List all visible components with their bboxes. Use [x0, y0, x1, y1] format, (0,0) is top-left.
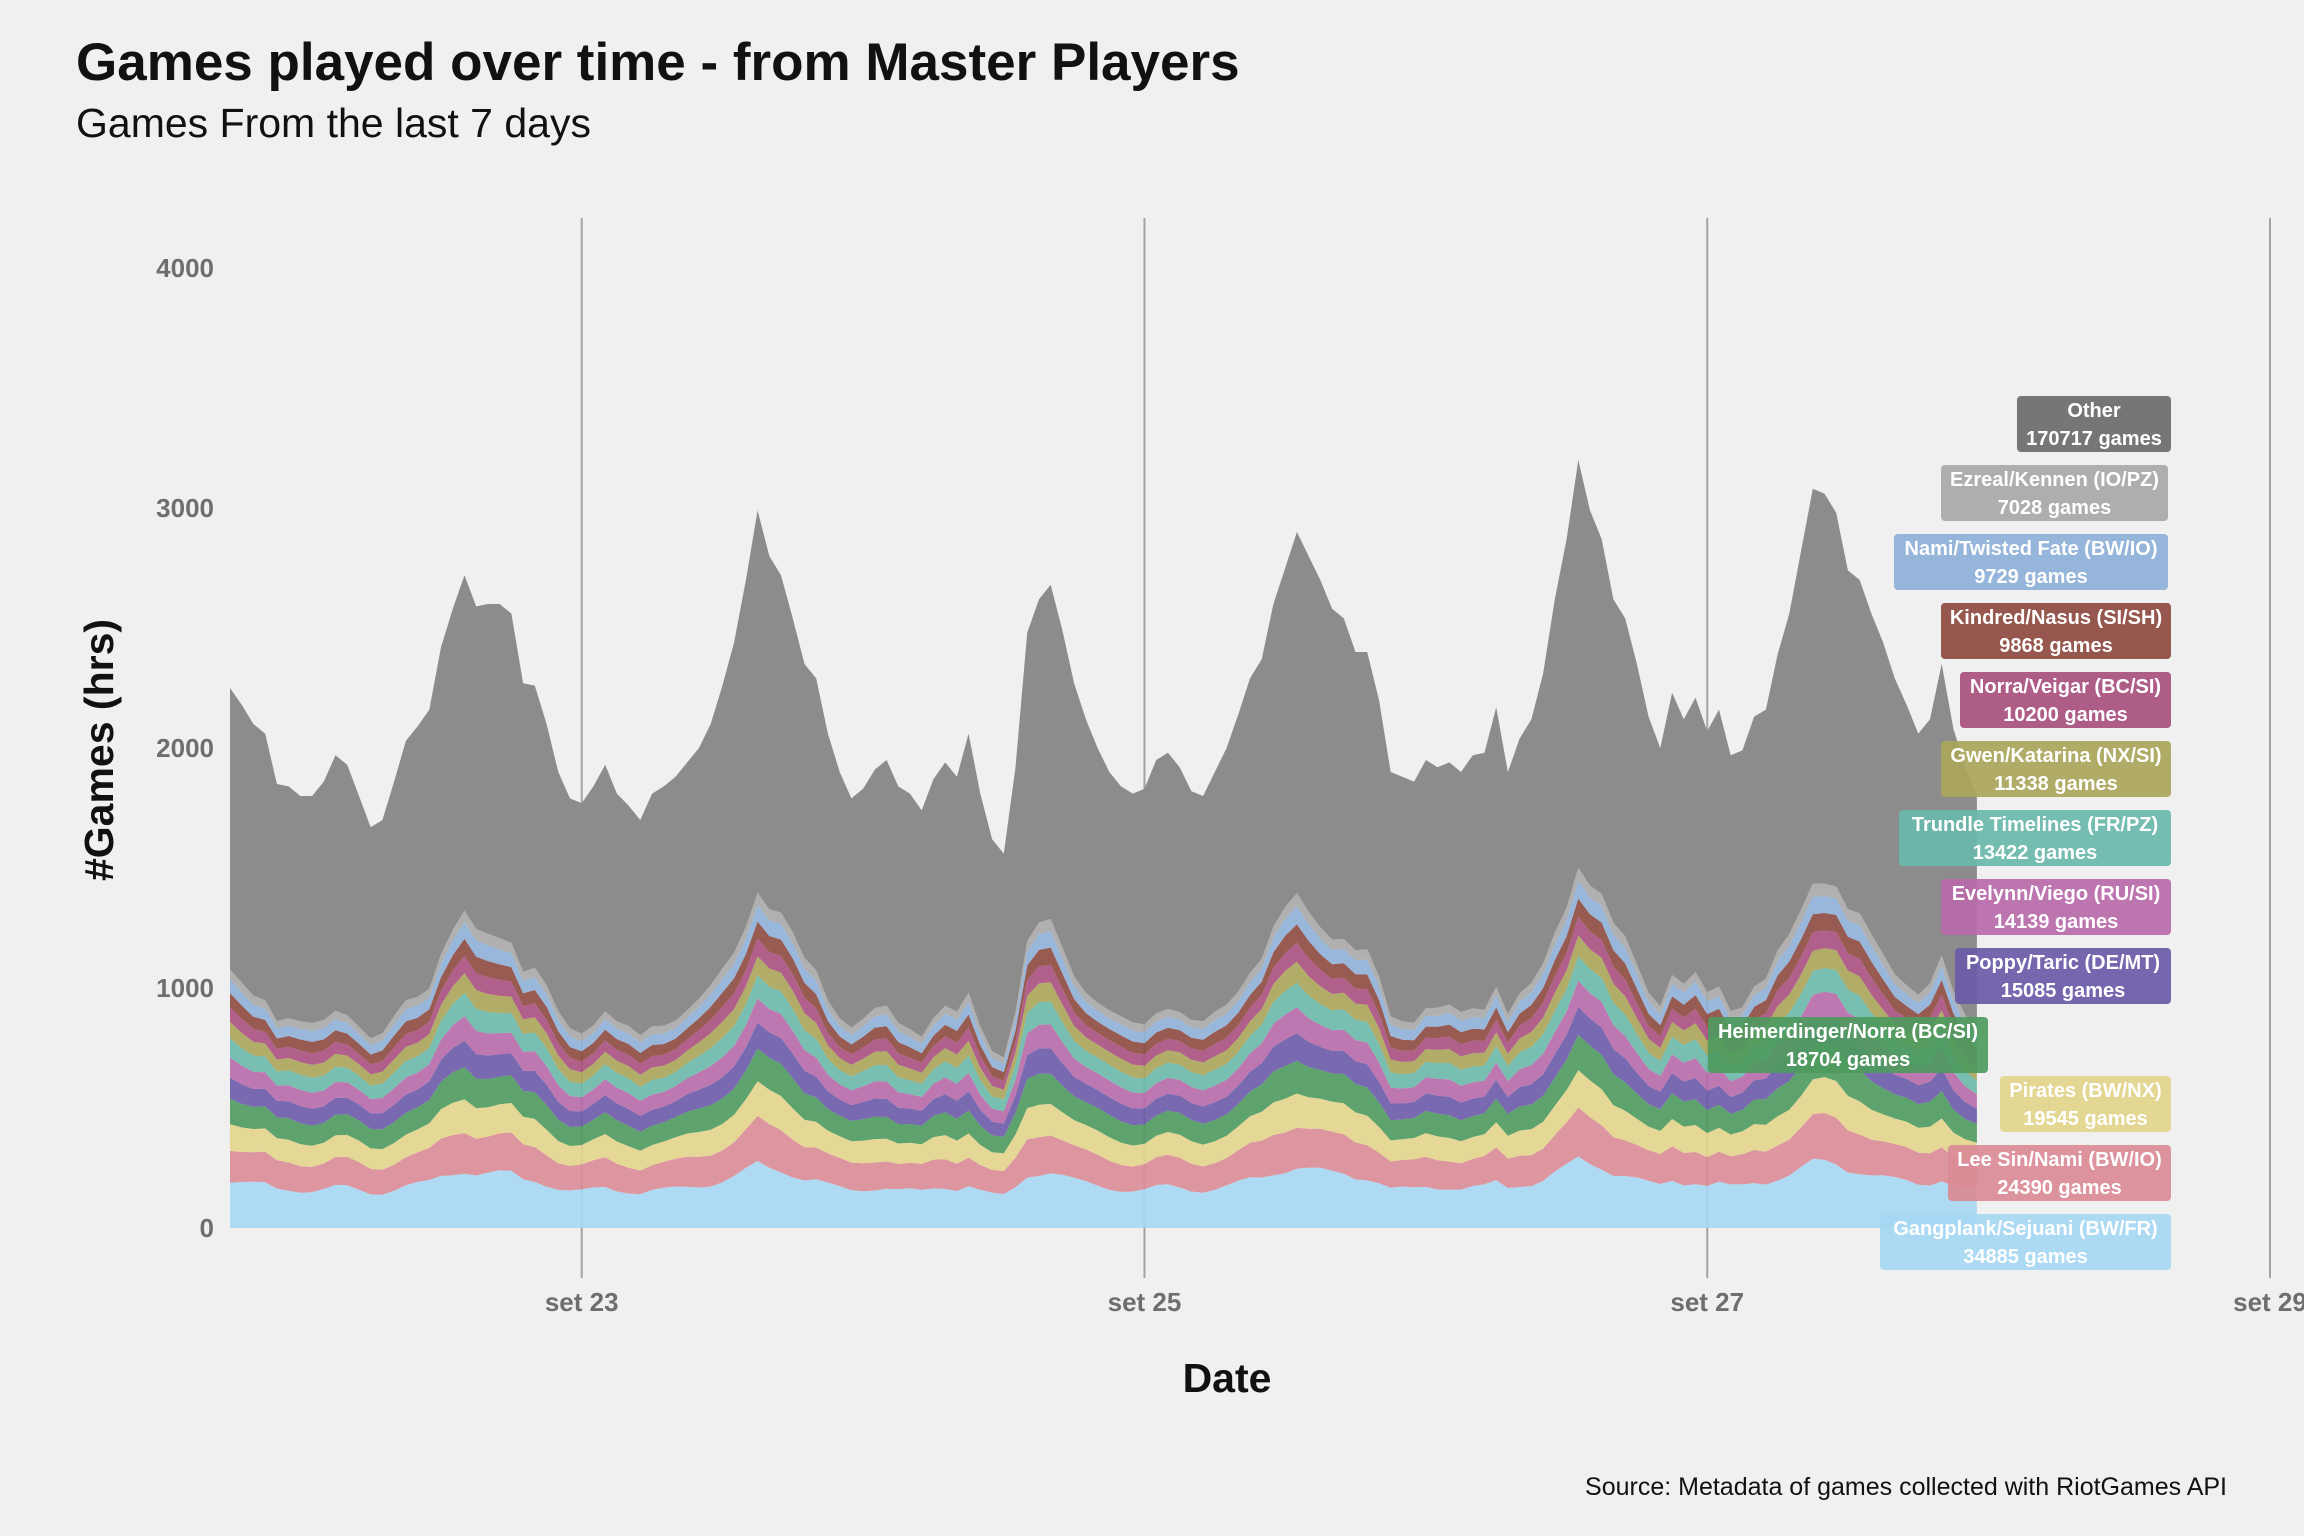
label-box: [1941, 603, 2171, 659]
label-series-name: Other: [2067, 400, 2121, 422]
area-poppy: [230, 1006, 1977, 1137]
label-ezreal: Ezreal/Kennen (IO/PZ) 7028 games: [1941, 465, 2168, 521]
area-heimer: [230, 1034, 1977, 1154]
y-tick-label: 4000: [156, 253, 214, 283]
label-series-name: Poppy/Taric (DE/MT): [1966, 952, 2160, 974]
label-series-name: Gangplank/Sejuani (BW/FR): [1893, 1218, 2157, 1240]
label-game-count: 19545 games: [2023, 1108, 2148, 1130]
label-game-count: 24390 games: [1997, 1177, 2122, 1199]
label-poppy: Poppy/Taric (DE/MT) 15085 games: [1955, 948, 2171, 1004]
label-pirates: Pirates (BW/NX) 19545 games: [2000, 1076, 2171, 1132]
y-tick-label: 1000: [156, 973, 214, 1003]
label-series-name: Kindred/Nasus (SI/SH): [1950, 607, 2162, 629]
label-box: [1948, 1145, 2171, 1201]
label-norra: Norra/Veigar (BC/SI) 10200 games: [1960, 672, 2171, 728]
label-leesin: Lee Sin/Nami (BW/IO) 24390 games: [1948, 1145, 2171, 1201]
label-heimer: Heimerdinger/Norra (BC/SI) 18704 games: [1708, 1017, 1988, 1073]
label-box: [1899, 810, 2171, 866]
label-game-count: 34885 games: [1963, 1246, 2088, 1268]
label-series-name: Gwen/Katarina (NX/SI): [1950, 745, 2161, 767]
chart-title: Games played over time - from Master Pla…: [76, 33, 1240, 92]
label-gangplank: Gangplank/Sejuani (BW/FR) 34885 games: [1880, 1214, 2171, 1270]
x-tick-label: set 25: [1108, 1287, 1182, 1317]
area-gwen: [230, 935, 1977, 1100]
label-box: [1941, 465, 2168, 521]
y-tick-label: 0: [200, 1213, 214, 1243]
label-box: [1708, 1017, 1988, 1073]
label-game-count: 18704 games: [1786, 1049, 1911, 1071]
label-game-count: 9868 games: [1999, 635, 2112, 657]
x-tick-label: set 27: [1670, 1287, 1744, 1317]
label-box: [1880, 1214, 2171, 1270]
x-tick-label: set 23: [545, 1287, 619, 1317]
label-game-count: 10200 games: [2003, 704, 2128, 726]
y-axis-ticks: 0 1000 2000 3000 4000: [156, 253, 214, 1243]
label-game-count: 11338 games: [1994, 773, 2117, 795]
series-labels: Gangplank/Sejuani (BW/FR) 34885 games Lee …: [1708, 396, 2171, 1270]
label-trundle: Trundle Timelines (FR/PZ) 13422 games: [1899, 810, 2171, 866]
y-tick-label: 2000: [156, 733, 214, 763]
label-box: [1941, 879, 2171, 935]
label-game-count: 14139 games: [1994, 911, 2119, 933]
x-axis-ticks: set 23 set 25 set 27 set 29: [545, 1287, 2304, 1317]
label-game-count: 170717 games: [2026, 428, 2162, 450]
label-series-name: Ezreal/Kennen (IO/PZ): [1950, 469, 2159, 491]
label-series-name: Norra/Veigar (BC/SI): [1970, 676, 2161, 698]
label-box: [2000, 1076, 2171, 1132]
area-gangplank: [230, 1156, 1977, 1228]
area-other: [230, 460, 1977, 1058]
label-kindred: Kindred/Nasus (SI/SH) 9868 games: [1941, 603, 2171, 659]
label-series-name: Evelynn/Viego (RU/SI): [1952, 883, 2161, 905]
area-pirates: [230, 1070, 1977, 1171]
label-box: [2017, 396, 2171, 452]
label-series-name: Pirates (BW/NX): [2009, 1080, 2161, 1102]
label-nami: Nami/Twisted Fate (BW/IO) 9729 games: [1894, 534, 2168, 590]
area-layers: [230, 460, 1977, 1228]
area-evelynn: [230, 980, 1977, 1124]
x-axis-title: Date: [1183, 1355, 1272, 1401]
label-gwen: Gwen/Katarina (NX/SI) 11338 games: [1941, 741, 2171, 797]
label-series-name: Nami/Twisted Fate (BW/IO): [1905, 538, 2158, 560]
label-box: [1955, 948, 2171, 1004]
label-box: [1960, 672, 2171, 728]
source-caption: Source: Metadata of games collected with…: [1585, 1473, 2227, 1501]
area-trundle: [230, 956, 1977, 1112]
y-axis-title: #Games (hrs): [76, 619, 122, 881]
label-game-count: 7028 games: [1998, 497, 2111, 519]
label-box: [1894, 534, 2168, 590]
label-other: Other 170717 games: [2017, 396, 2171, 452]
area-leesin: [230, 1107, 1977, 1195]
y-tick-label: 3000: [156, 493, 214, 523]
x-tick-label: set 29: [2233, 1287, 2304, 1317]
label-series-name: Trundle Timelines (FR/PZ): [1912, 814, 2158, 836]
label-series-name: Heimerdinger/Norra (BC/SI): [1718, 1021, 1978, 1043]
label-game-count: 9729 games: [1974, 566, 2087, 588]
label-game-count: 15085 games: [2001, 980, 2126, 1002]
chart-subtitle: Games From the last 7 days: [76, 100, 591, 146]
label-box: [1941, 741, 2171, 797]
label-series-name: Lee Sin/Nami (BW/IO): [1957, 1149, 2161, 1171]
label-game-count: 13422 games: [1973, 842, 2098, 864]
label-evelynn: Evelynn/Viego (RU/SI) 14139 games: [1941, 879, 2171, 935]
